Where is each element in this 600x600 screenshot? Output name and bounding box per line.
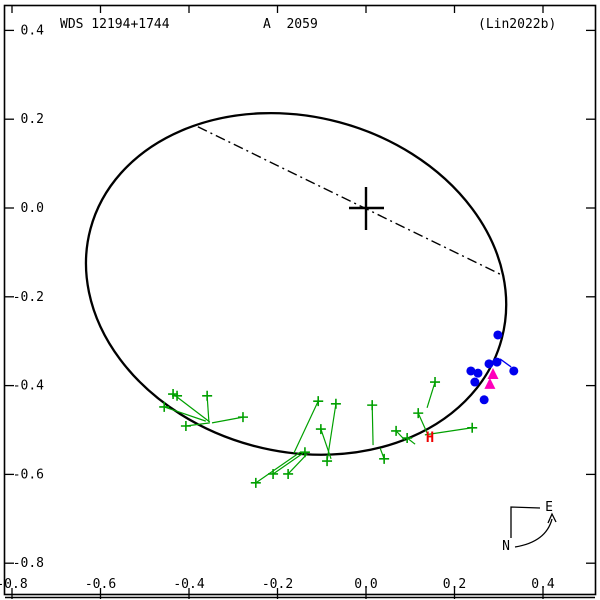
compass-east-label: E: [545, 500, 553, 515]
plot-frame: [3, 4, 597, 596]
residual-line-green: [255, 451, 301, 484]
residual-line-green: [371, 405, 374, 446]
y-tick-label: 0.4: [21, 23, 45, 38]
x-tick-label: 0.4: [531, 577, 555, 592]
y-tick-label: -0.8: [13, 556, 44, 571]
measurement-plus-green: [202, 390, 213, 401]
measurement-plus-green: [313, 396, 324, 407]
residual-line-green: [320, 428, 332, 460]
y-tick-label: 0.2: [21, 112, 44, 127]
measurement-plus-green: [367, 400, 378, 411]
residual-line-green: [211, 416, 244, 424]
y-tick-label: -0.6: [13, 467, 44, 482]
measurement-dot-blue: [473, 368, 483, 378]
x-tick-label: 0.2: [443, 577, 466, 592]
measurement-plus-green: [172, 390, 183, 401]
x-tick-label: -0.8: [0, 577, 28, 592]
orbit-ellipse: [84, 111, 508, 456]
measurement-plus-green: [391, 425, 402, 436]
measurement-plus-green: [268, 468, 279, 479]
measurement-plus-green: [237, 412, 248, 423]
measurement-plus-green: [467, 422, 478, 433]
residual-line-green: [424, 427, 473, 436]
measurement-dot-blue: [470, 377, 480, 387]
orbit-reference: (Lin2022b): [478, 17, 557, 32]
x-tick-label: 0.0: [354, 577, 377, 592]
residual-line-blue: [499, 358, 512, 368]
compass-axes-bracket: [510, 506, 541, 538]
residual-line-green: [287, 453, 308, 475]
residual-line-green: [406, 437, 416, 445]
residual-line-green: [426, 381, 436, 408]
measurement-plus-green: [379, 453, 390, 464]
measurement-dot-blue: [509, 366, 519, 376]
measurement-plus-green: [283, 468, 294, 479]
measurement-plus-green: [322, 456, 333, 467]
residual-line-green: [417, 412, 429, 436]
measurement-triangle-magenta: [484, 377, 496, 389]
measurement-plus-green: [402, 432, 413, 443]
residual-line-green: [395, 430, 406, 441]
measurement-dot-blue: [466, 366, 476, 376]
residual-line-green: [272, 452, 304, 475]
residual-line-green: [164, 406, 207, 422]
line-of-nodes: [197, 126, 503, 276]
y-tick-label: -0.2: [13, 290, 44, 305]
discoverer-designation: A 2059: [263, 17, 318, 32]
wds-catalog-id: WDS 12194+1744: [60, 17, 170, 32]
measurement-dot-blue: [493, 330, 503, 340]
compass-north-label: N: [502, 539, 510, 554]
hipparcos-point-marker: H: [425, 430, 435, 446]
measurement-plus-green: [250, 477, 261, 488]
measurement-plus-green: [330, 398, 341, 409]
y-tick-label: 0.0: [21, 201, 44, 216]
measurement-plus-green: [413, 408, 424, 419]
residual-line-green: [172, 393, 211, 423]
x-tick-label: -0.6: [85, 577, 116, 592]
measurement-plus-green: [315, 424, 326, 435]
measurement-plus-green: [180, 421, 191, 432]
residual-line-green: [293, 400, 319, 454]
x-tick-label: -0.4: [173, 577, 204, 592]
compass-arrowhead: [547, 512, 557, 524]
measurement-dot-blue: [484, 359, 494, 369]
compass-motion-arrow: [514, 518, 553, 548]
measurement-plus-green: [299, 447, 310, 458]
measurement-plus-green: [430, 377, 441, 388]
measurement-plus-green: [159, 401, 170, 412]
y-tick-label: -0.4: [13, 379, 44, 394]
x-tick-label: -0.2: [262, 577, 293, 592]
measurement-dot-blue: [492, 357, 502, 367]
measurement-dot-blue: [479, 395, 489, 405]
measurement-triangle-magenta: [487, 368, 499, 380]
